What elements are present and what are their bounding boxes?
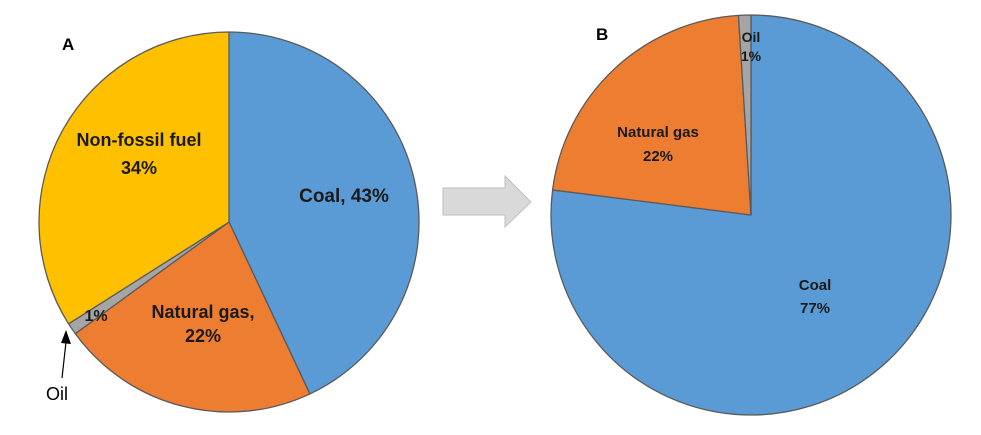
data-label-b-oil: Oil 1% xyxy=(741,29,762,64)
slice-b-natural-gas xyxy=(551,14,752,216)
oil-callout-arrow xyxy=(61,330,71,379)
data-label-b-natural-gas-line: Natural gas xyxy=(617,124,699,141)
data-label-a-coal-line: Coal, 43% xyxy=(299,186,389,207)
slice-b-oil xyxy=(737,14,752,216)
pie-chart-a: Coal, 43% Natural gas, 22% 1% Non-fossil fue… xyxy=(38,31,420,413)
data-label-b-coal-line: 77% xyxy=(800,300,830,317)
oil-callout-label: Oil xyxy=(46,384,68,404)
data-label-b-natural-gas-line: 22% xyxy=(643,148,673,165)
data-label-a-coal: Coal, 43% xyxy=(299,186,389,207)
data-label-b-coal-line: Coal xyxy=(799,277,832,294)
data-label-b-coal: Coal 77% xyxy=(799,277,832,317)
data-label-a-non-fossil-fuel: Non-fossil fuel 34% xyxy=(77,130,202,178)
data-label-b-oil-line: Oil xyxy=(742,29,761,45)
data-label-a-natural-gas-line: 22% xyxy=(185,326,221,346)
slice-a-coal xyxy=(228,31,420,395)
data-label-b-oil-line: 1% xyxy=(741,48,762,64)
data-label-a-non-fossil-fuel-line: 34% xyxy=(121,158,157,178)
data-label-a-non-fossil-fuel-line: Non-fossil fuel xyxy=(77,130,202,150)
slice-a-natural-gas xyxy=(74,221,311,413)
data-label-a-natural-gas-line: Natural gas, xyxy=(151,302,254,322)
data-label-a-oil-line: 1% xyxy=(84,308,107,325)
panel-label-a: A xyxy=(62,35,74,54)
transition-arrow xyxy=(442,174,532,229)
data-label-b-natural-gas: Natural gas 22% xyxy=(617,124,699,165)
pie-chart-b: Coal 77% Natural gas 22% Oil 1% xyxy=(550,14,952,416)
slice-a-non-fossil-fuel xyxy=(38,31,230,325)
data-label-a-natural-gas: Natural gas, 22% xyxy=(151,302,254,346)
data-label-a-oil: 1% xyxy=(84,308,107,325)
panel-label-b: B xyxy=(596,25,608,44)
